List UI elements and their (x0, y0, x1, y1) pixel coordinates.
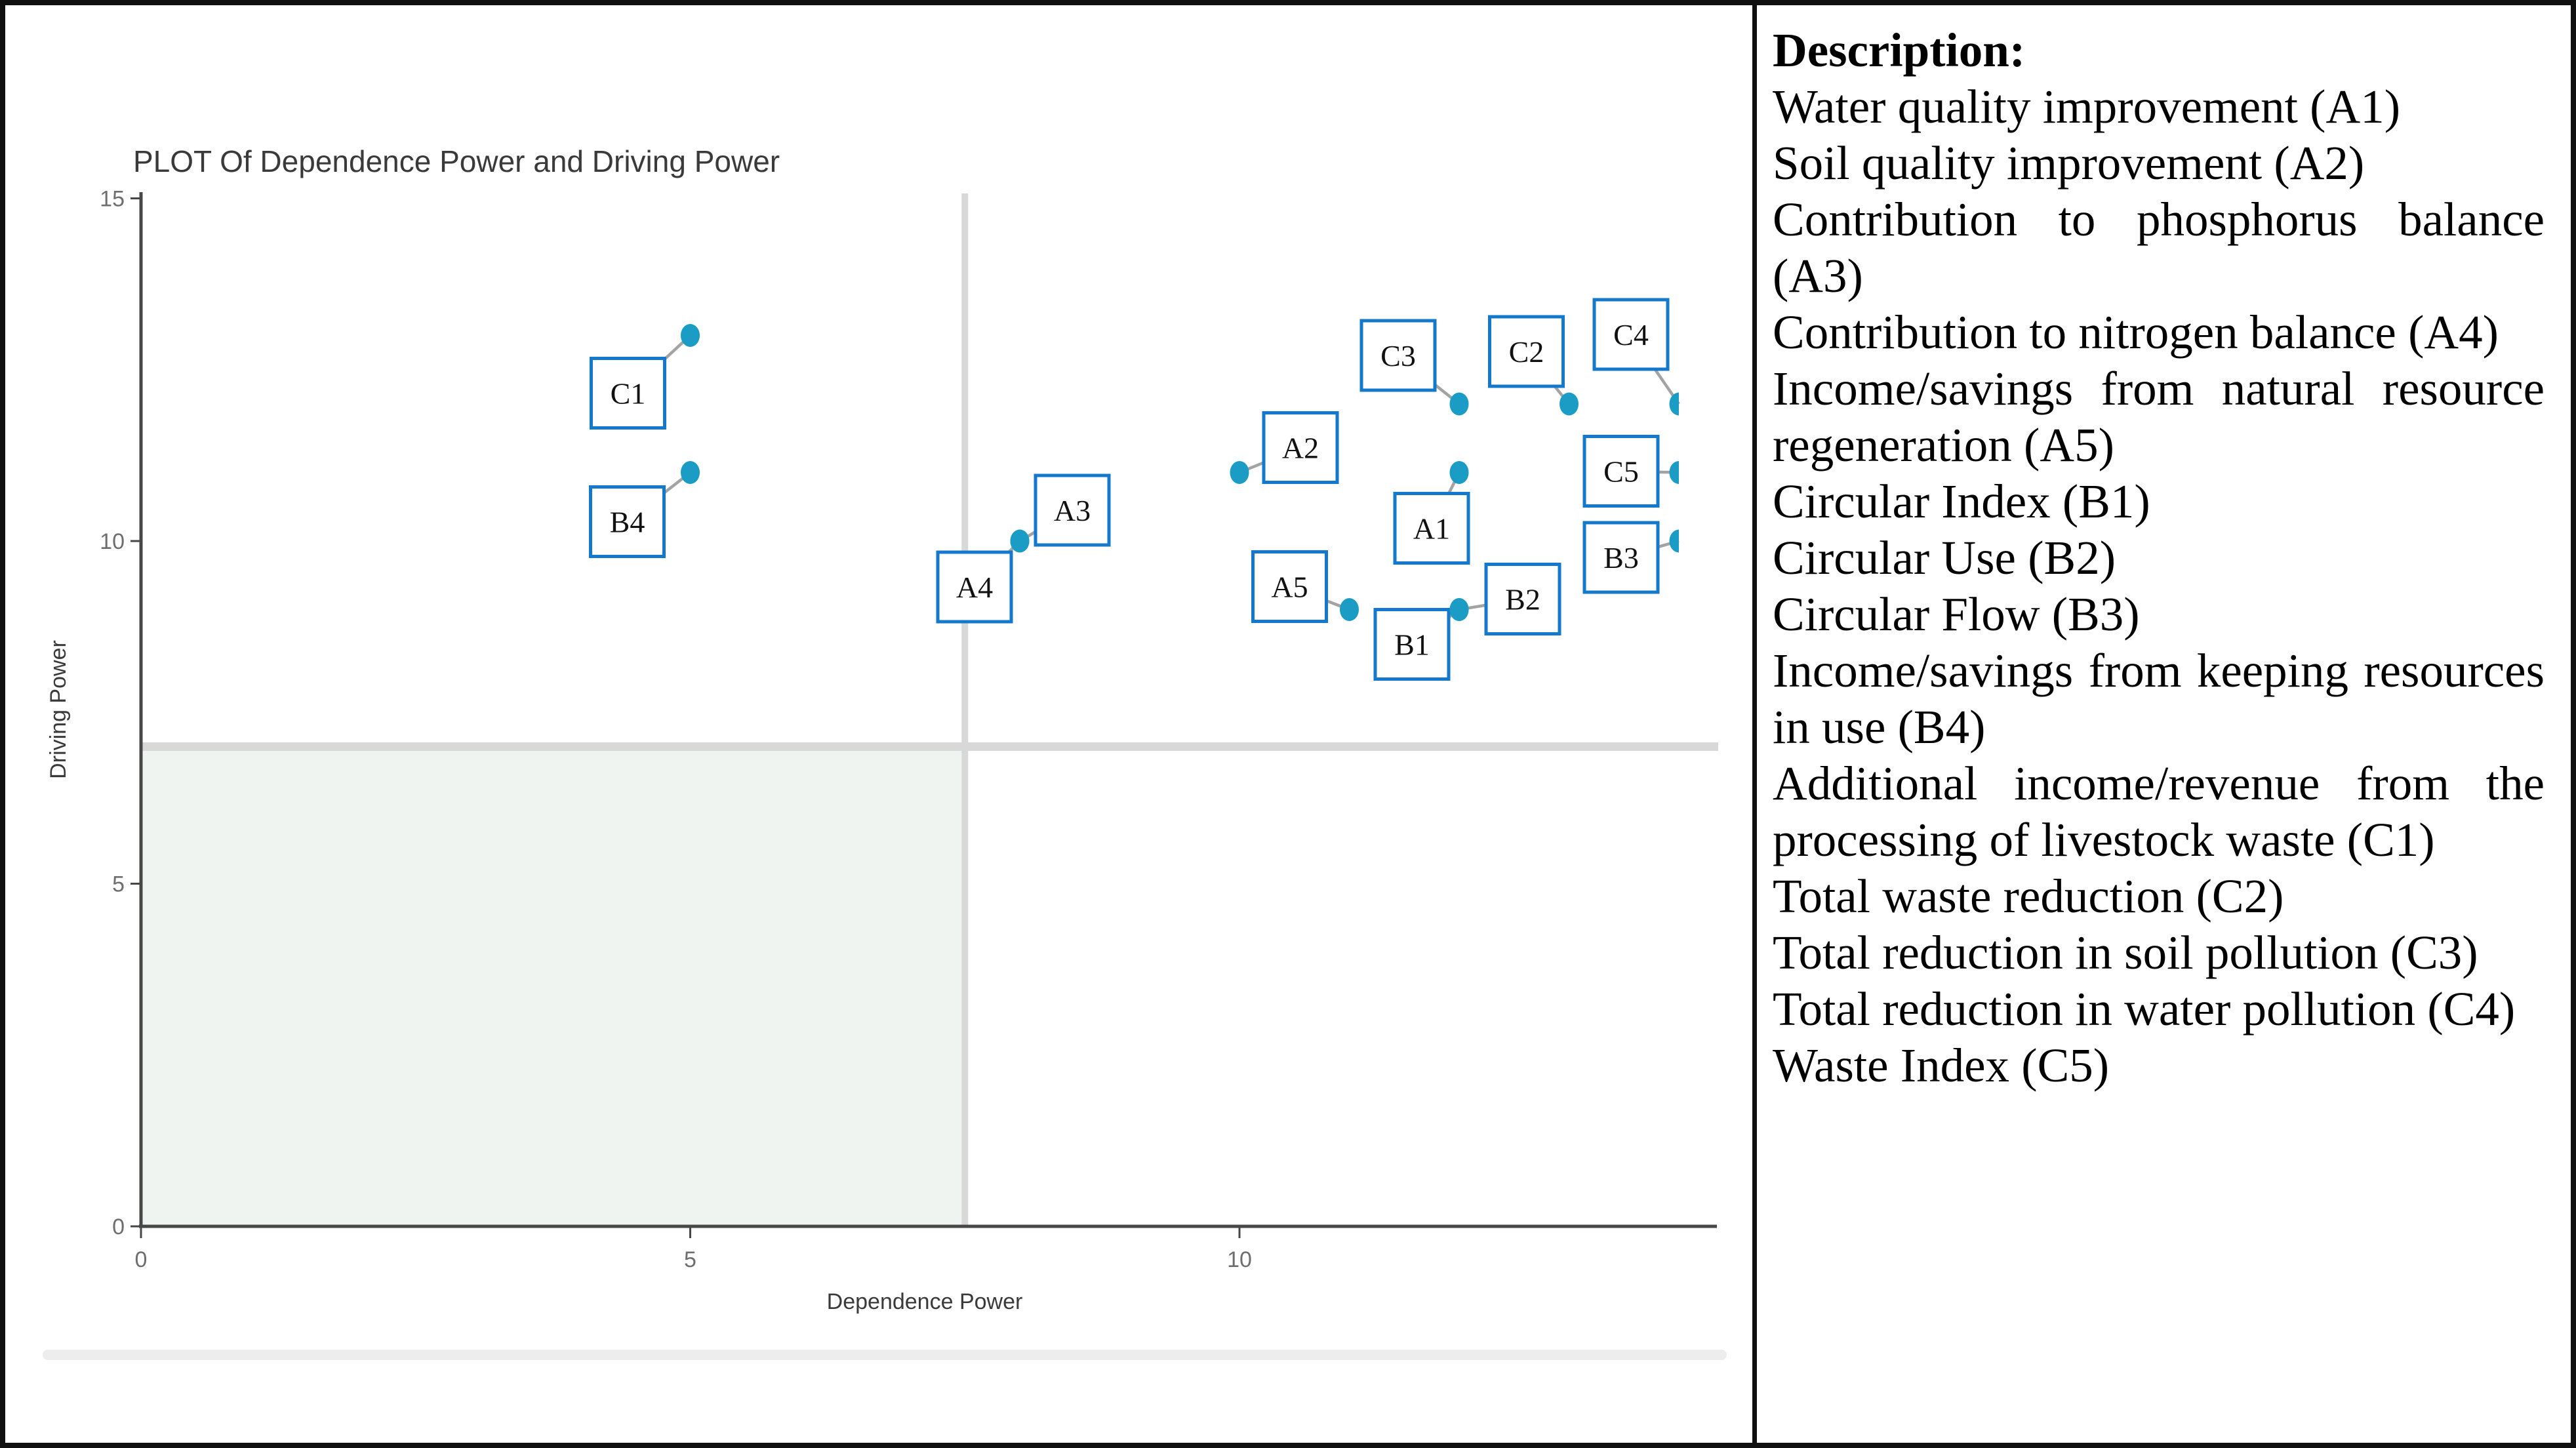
point-label-box-A2 (1262, 411, 1339, 484)
description-item: Income/savings from keeping resources in… (1773, 644, 2545, 754)
x-axis-title: Dependence Power (827, 1289, 1023, 1314)
data-point-C1 (681, 324, 700, 347)
point-label-box-C2 (1488, 315, 1565, 388)
point-label-B1: B1 (1394, 628, 1430, 662)
y-tick-label-15: 15 (100, 187, 125, 212)
data-point-C2 (1560, 392, 1579, 416)
description-item: Circular Use (B2) (1773, 531, 2116, 584)
label-layer: C1 B4 A3 A4 A2 A1 C3 C2 C4 C5 B3 A5 B1 B2 (589, 298, 1670, 681)
description-item: Waste Index (C5) (1773, 1039, 2110, 1092)
description-item: Contribution to nitrogen balance (A4) (1773, 306, 2499, 359)
description-item: Total reduction in water pollution (C4) (1773, 982, 2516, 1036)
point-label-box-C3 (1359, 319, 1437, 392)
description-item: Total reduction in soil pollution (C3) (1773, 926, 2478, 979)
point-label-box-B3 (1582, 521, 1660, 594)
point-label-box-B1 (1373, 608, 1451, 681)
description-item: Additional income/revenue from the proce… (1773, 757, 2545, 866)
point-label-A4: A4 (956, 571, 993, 604)
description-item: Water quality improvement (A1) (1773, 80, 2401, 133)
x-tick-label-10: 10 (1227, 1247, 1252, 1272)
shaded-quadrant (141, 746, 965, 1226)
point-label-A1: A1 (1413, 512, 1450, 546)
data-point-A1 (1449, 461, 1469, 484)
description-item: Soil quality improvement (A2) (1773, 136, 2365, 190)
point-label-box-A5 (1251, 550, 1328, 623)
point-label-box-A3 (1034, 473, 1111, 547)
description-item: Circular Flow (B3) (1773, 588, 2140, 641)
data-point-B3 (1669, 529, 1679, 553)
point-label-B3: B3 (1603, 541, 1639, 574)
point-label-C4: C4 (1613, 318, 1649, 352)
data-point-B4 (681, 461, 700, 484)
description-heading: Description: (1773, 24, 2026, 77)
y-axis-title: Driving Power (46, 640, 71, 779)
y-tick-label-0: 0 (112, 1215, 125, 1239)
description-item: Total waste reduction (C2) (1773, 870, 2284, 923)
description-item: Contribution to phosphorus balance (A3) (1773, 193, 2545, 302)
x-tick-label-0: 0 (135, 1247, 148, 1272)
point-label-B4: B4 (610, 506, 645, 539)
x-tick-label-5: 5 (684, 1247, 696, 1272)
data-point-B2 (1449, 598, 1469, 621)
point-layer (681, 324, 1679, 621)
y-tick-label-10: 10 (100, 529, 125, 554)
point-label-box-A1 (1393, 492, 1470, 565)
micmac-chart-panel: 0 5 10 15 0 5 10 PLOT Of Dependence Power and D… (5, 5, 1752, 1443)
y-tick-label-5: 5 (112, 872, 125, 897)
point-label-box-C5 (1582, 435, 1660, 508)
point-label-A3: A3 (1054, 494, 1091, 527)
bottom-scrollbar-track (43, 1350, 1727, 1360)
data-point-A2 (1230, 461, 1249, 484)
point-label-C3: C3 (1380, 339, 1416, 372)
data-point-C4 (1669, 392, 1679, 416)
chart-title: PLOT Of Dependence Power and Driving Pow… (133, 144, 780, 178)
description-list: Water quality improvement (A1) Soil quali… (1773, 79, 2545, 1094)
point-label-C5: C5 (1603, 455, 1639, 489)
description-item: Income/savings from natural resource reg… (1773, 362, 2545, 472)
scatter-plot: 0 5 10 15 0 5 10 PLOT Of Dependence Power and D… (43, 144, 1727, 1360)
data-point-C5 (1669, 461, 1679, 484)
point-label-A2: A2 (1282, 432, 1319, 465)
description-item: Circular Index (B1) (1773, 475, 2150, 528)
data-point-C3 (1449, 392, 1469, 416)
point-label-B2: B2 (1505, 583, 1540, 616)
description-panel: Description: Water quality improvement (… (1752, 5, 2571, 1443)
point-label-C1: C1 (611, 377, 646, 411)
data-point-A5 (1340, 598, 1359, 621)
point-label-box-C1 (590, 357, 666, 430)
point-label-box-B2 (1484, 563, 1561, 635)
point-label-box-C4 (1592, 298, 1670, 371)
point-label-A5: A5 (1271, 571, 1308, 604)
point-label-C2: C2 (1509, 335, 1544, 369)
data-point-A4 (1010, 529, 1030, 553)
point-label-box-A4 (936, 550, 1013, 624)
point-label-box-B4 (589, 485, 666, 558)
